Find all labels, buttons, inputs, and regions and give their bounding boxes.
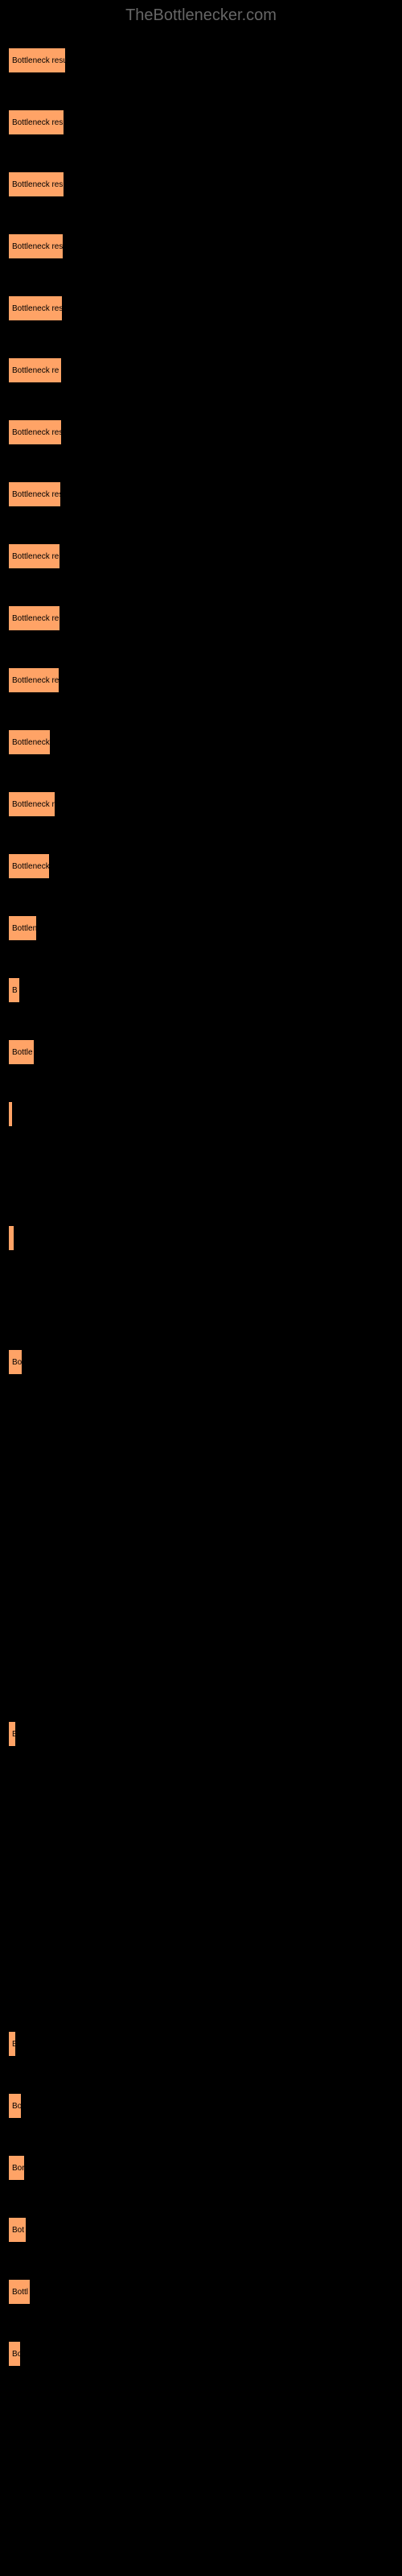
bar-row: Bottleneck	[8, 853, 402, 879]
bar: Bottleneck res	[8, 109, 64, 135]
bar-row	[8, 1597, 402, 1623]
bar-row	[8, 1969, 402, 1995]
bar: Bo	[8, 2031, 16, 2057]
bar: Bottle	[8, 1039, 35, 1065]
bar-row	[8, 1411, 402, 1437]
bar: Bottleneck res	[8, 233, 64, 259]
bar: Bo	[8, 2093, 22, 2119]
bar-row: Bottlen	[8, 915, 402, 941]
bar: Bottleneck	[8, 729, 51, 755]
bar-row	[8, 1659, 402, 1685]
bar: Bottleneck res	[8, 295, 63, 321]
bar-row: Bottleneck resu	[8, 47, 402, 73]
bar-row: Bot	[8, 2217, 402, 2243]
bar: B	[8, 1721, 16, 1747]
bar-row: B	[8, 977, 402, 1003]
bar-row: Bottle	[8, 1039, 402, 1065]
bar-row: B	[8, 1721, 402, 1747]
bar-row	[8, 1163, 402, 1189]
watermark-text: TheBottlenecker.com	[0, 0, 402, 31]
bar-row: Bottleneck re	[8, 357, 402, 383]
bar-row: Bo	[8, 2093, 402, 2119]
bar-row: Bottleneck re	[8, 667, 402, 693]
bar: Bottleneck res	[8, 481, 61, 507]
bar: Bo	[8, 1349, 23, 1375]
bar-row: Bottleneck res	[8, 419, 402, 445]
bar: Bottleneck res	[8, 171, 64, 197]
bar-row: Bo	[8, 2341, 402, 2367]
bar-row: Bottleneck	[8, 729, 402, 755]
bar: Bottleneck re	[8, 543, 60, 569]
bar-row: Bottleneck re	[8, 543, 402, 569]
bar-row	[8, 1535, 402, 1561]
bar-row: Bottl	[8, 2279, 402, 2305]
bar-row	[8, 1101, 402, 1127]
bar-row	[8, 1287, 402, 1313]
bar-row: Bo	[8, 1349, 402, 1375]
bar-row	[8, 1783, 402, 1809]
bar-row: Bottleneck res	[8, 171, 402, 197]
bar: B	[8, 977, 20, 1003]
bar-row: Bottleneck res	[8, 233, 402, 259]
bar-row: Bo	[8, 2031, 402, 2057]
bar: Bottlen	[8, 915, 37, 941]
bar: Bottleneck resu	[8, 47, 66, 73]
bar-row	[8, 1473, 402, 1499]
bar: Bottleneck r	[8, 791, 55, 817]
bar: Bor	[8, 2155, 25, 2181]
bar: Bottleneck res	[8, 419, 62, 445]
bar	[8, 1101, 13, 1127]
bar-row: Bottleneck res	[8, 109, 402, 135]
bar	[8, 1225, 14, 1251]
bar: Bottleneck re	[8, 667, 59, 693]
bar: Bottl	[8, 2279, 31, 2305]
bar: Bo	[8, 2341, 21, 2367]
bar-row	[8, 1907, 402, 1933]
bar: Bot	[8, 2217, 27, 2243]
bar-row: Bottleneck re	[8, 605, 402, 631]
bar-row: Bottleneck res	[8, 295, 402, 321]
bar-row: Bottleneck r	[8, 791, 402, 817]
bar: Bottleneck re	[8, 605, 60, 631]
bars-container: Bottleneck resu Bottleneck res Bottleneck …	[0, 31, 402, 2383]
bar-row: Bor	[8, 2155, 402, 2181]
bar-row	[8, 1845, 402, 1871]
bar: Bottleneck re	[8, 357, 62, 383]
bar-row: Bottleneck res	[8, 481, 402, 507]
bar-row	[8, 1225, 402, 1251]
bar: Bottleneck	[8, 853, 50, 879]
